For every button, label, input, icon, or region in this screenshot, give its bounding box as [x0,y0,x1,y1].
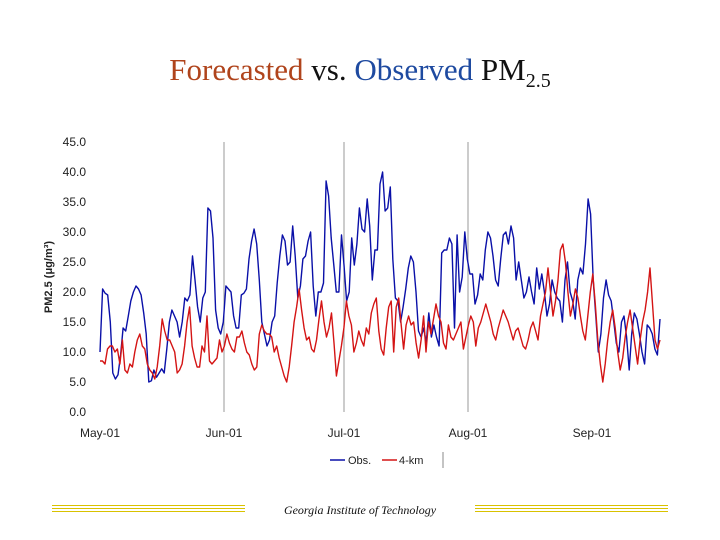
y-tick-label-5: 25.0 [63,255,87,269]
y-tick-label-7: 35.0 [63,195,87,209]
y-tick-label-8: 40.0 [63,165,87,179]
y-tick-label-2: 10.0 [63,345,87,359]
y-tick-label-9: 45.0 [63,135,87,149]
series-line-model [100,243,661,383]
x-tick-label-3: Aug-01 [449,426,488,440]
y-tick-label-6: 30.0 [63,225,87,239]
x-tick-label-0: May-01 [80,426,120,440]
y-tick-label-0: 0.0 [69,405,86,419]
y-tick-label-1: 5.0 [69,375,86,389]
title-forecasted: Forecasted [169,52,304,87]
title-pm: PM2.5 [480,52,551,92]
x-tick-label-1: Jun-01 [206,426,243,440]
y-axis-label: PM2.5 (μg/m³) [43,241,55,313]
legend-label-1: 4-km [399,455,423,467]
legend-label-0: Obs. [348,455,371,467]
x-tick-label-2: Jul-01 [328,426,361,440]
y-tick-label-4: 20.0 [63,285,87,299]
series-line-obs [99,171,661,383]
title-observed: Observed [354,52,474,87]
footer-rule-right [475,505,668,515]
title-vs: vs. [311,52,347,87]
y-tick-label-3: 15.0 [63,315,87,329]
x-tick-label-4: Sep-01 [573,426,612,440]
footer-institution: Georgia Institute of Technology [283,503,437,517]
slide-title: Forecasted vs. Observed PM2.5 [0,52,720,93]
footer-rule-left [52,505,245,515]
